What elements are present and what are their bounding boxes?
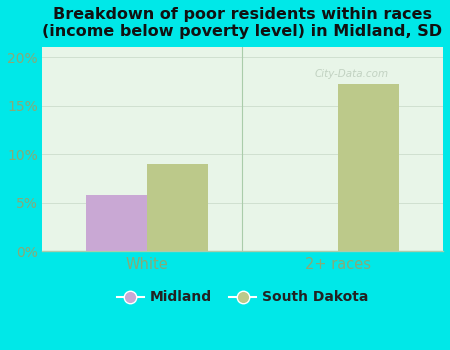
Bar — [147, 164, 208, 251]
Bar — [86, 195, 147, 251]
Bar — [338, 84, 399, 251]
Title: Breakdown of poor residents within races
(income below poverty level) in Midland: Breakdown of poor residents within races… — [42, 7, 442, 39]
Legend: Midland, South Dakota: Midland, South Dakota — [111, 285, 374, 310]
Text: City-Data.com: City-Data.com — [315, 69, 389, 79]
